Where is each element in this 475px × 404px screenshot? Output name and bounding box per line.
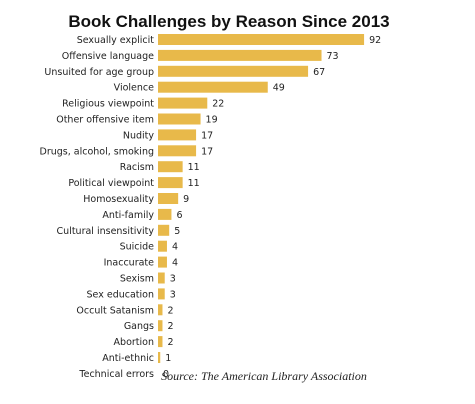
bar [158, 336, 163, 348]
category-label: Political viewpoint [68, 178, 154, 189]
value-label: 73 [327, 51, 339, 62]
bar [158, 145, 197, 157]
category-label: Occult Satanism [76, 305, 154, 316]
value-label: 3 [170, 289, 176, 300]
category-label: Suicide [120, 242, 155, 253]
category-label: Violence [114, 83, 154, 94]
bar [158, 240, 167, 252]
category-label: Sex education [87, 289, 155, 300]
value-label: 92 [369, 35, 381, 46]
bar [158, 224, 170, 236]
category-label: Technical errors [78, 369, 154, 380]
value-label: 17 [201, 130, 213, 141]
category-label: Homosexuality [83, 194, 154, 205]
category-label: Other offensive item [56, 115, 154, 126]
value-label: 49 [273, 83, 285, 94]
category-label: Sexually explicit [77, 35, 155, 46]
bar [158, 288, 165, 300]
bar [158, 81, 268, 93]
category-label: Gangs [124, 321, 154, 332]
bar [158, 320, 163, 332]
bar [158, 352, 161, 363]
category-label: Inaccurate [104, 258, 155, 269]
category-label: Anti-family [102, 210, 154, 221]
value-label: 11 [188, 162, 200, 173]
bar [158, 177, 183, 189]
bar [158, 208, 172, 220]
bar [158, 193, 179, 204]
category-label: Cultural insensitivity [57, 226, 155, 237]
category-label: Religious viewpoint [62, 99, 154, 110]
value-label: 67 [313, 67, 325, 78]
bar [158, 49, 322, 61]
category-label: Sexism [120, 274, 154, 285]
category-label: Offensive language [62, 51, 154, 62]
bar [158, 34, 365, 45]
value-label: 4 [172, 242, 178, 253]
category-label: Drugs, alcohol, smoking [40, 146, 154, 157]
bar [158, 304, 163, 316]
chart-title: Book Challenges by Reason Since 2013 [68, 12, 389, 31]
value-label: 2 [167, 321, 173, 332]
value-label: 0 [163, 369, 169, 380]
category-label: Unsuited for age group [44, 67, 154, 78]
value-label: 19 [206, 115, 218, 126]
category-label: Nudity [123, 130, 155, 141]
value-label: 5 [174, 226, 180, 237]
chart-source: Source: The American Library Association [161, 369, 367, 383]
bar [158, 113, 201, 125]
value-label: 2 [167, 305, 173, 316]
value-label: 9 [183, 194, 189, 205]
category-label: Abortion [114, 337, 154, 348]
value-label: 22 [212, 99, 224, 110]
value-label: 6 [176, 210, 182, 221]
category-label: Anti-ethnic [102, 353, 154, 364]
category-label: Racism [120, 162, 154, 173]
bar [158, 272, 165, 284]
value-label: 17 [201, 146, 213, 157]
value-label: 4 [172, 258, 178, 269]
bar [158, 256, 167, 268]
value-label: 11 [188, 178, 200, 189]
value-label: 1 [165, 353, 171, 364]
bar [158, 129, 197, 141]
value-label: 2 [167, 337, 173, 348]
bar [158, 161, 183, 173]
bar [158, 97, 208, 109]
bar [158, 65, 309, 77]
value-label: 3 [170, 274, 176, 285]
